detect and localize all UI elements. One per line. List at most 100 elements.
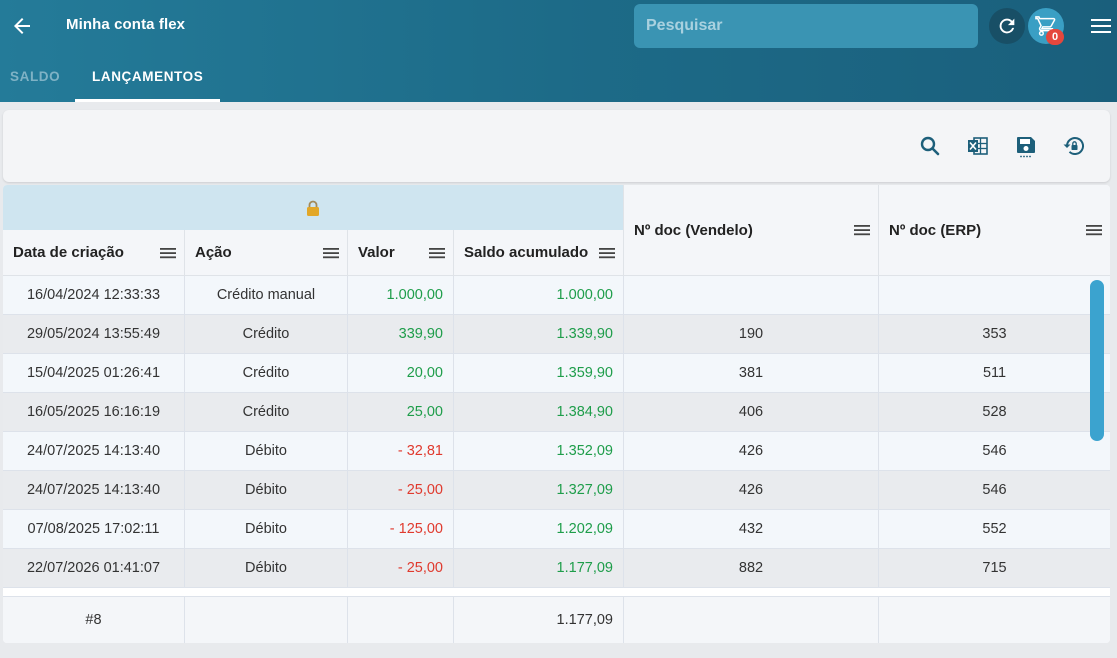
cell-data-criacao: 07/08/2025 17:02:11 xyxy=(3,510,185,548)
column-menu-icon[interactable] xyxy=(429,247,445,259)
restore-icon[interactable] xyxy=(1062,134,1086,158)
footer-saldo-total: 1.177,09 xyxy=(454,597,624,643)
cell-valor: - 25,00 xyxy=(348,549,454,587)
lock-icon[interactable] xyxy=(306,200,320,216)
column-menu-icon[interactable] xyxy=(599,247,615,259)
column-menu-icon[interactable] xyxy=(1086,224,1102,236)
cell-doc-erp: 511 xyxy=(982,365,1007,381)
vertical-scrollbar[interactable] xyxy=(1090,280,1104,441)
excel-export-icon[interactable] xyxy=(966,134,990,158)
refresh-button[interactable] xyxy=(989,8,1025,44)
table-row[interactable]: 15/04/2025 01:26:41 Crédito 20,00 1.359,90 3… xyxy=(3,354,1110,393)
cell-valor: 20,00 xyxy=(348,354,454,392)
table-row[interactable]: 07/08/2025 17:02:11 Débito - 125,00 1.202,0… xyxy=(3,510,1110,549)
cell-doc-vendelo: 190 xyxy=(624,315,879,353)
column-label: Data de criação xyxy=(13,244,124,261)
column-menu-icon[interactable] xyxy=(323,247,339,259)
column-label: Saldo acumulado xyxy=(464,244,589,261)
page-title: Minha conta flex xyxy=(66,16,186,33)
footer-count: #8 xyxy=(3,597,185,643)
column-header-saldo-acumulado[interactable]: Saldo acumulado xyxy=(454,230,624,276)
column-header-doc-erp[interactable]: Nº doc (ERP) xyxy=(879,185,1110,276)
footer-cell xyxy=(185,597,348,643)
cell-data-criacao: 24/07/2025 14:13:40 xyxy=(3,432,185,470)
footer-cell xyxy=(348,597,454,643)
table-row[interactable]: 24/07/2025 14:13:40 Débito - 25,00 1.327,09… xyxy=(3,471,1110,510)
column-menu-icon[interactable] xyxy=(160,247,176,259)
cell-acao: Débito xyxy=(185,432,348,470)
table-row[interactable]: 24/07/2025 14:13:40 Débito - 32,81 1.352,09… xyxy=(3,432,1110,471)
tab-lancamentos[interactable]: LANÇAMENTOS xyxy=(92,69,204,84)
lancamentos-grid: Data de criação Ação Valor Saldo acumula… xyxy=(3,185,1110,643)
cell-acao: Crédito manual xyxy=(185,276,348,314)
column-header-valor[interactable]: Valor xyxy=(348,230,454,276)
cell-doc-erp: 546 xyxy=(982,443,1007,459)
cell-doc-vendelo: 406 xyxy=(624,393,879,431)
table-row[interactable]: 22/07/2026 01:41:07 Débito - 25,00 1.177,09… xyxy=(3,549,1110,588)
column-label: Nº doc (ERP) xyxy=(889,222,982,239)
cell-valor: - 25,00 xyxy=(348,471,454,509)
cell-acao: Crédito xyxy=(185,393,348,431)
column-menu-icon[interactable] xyxy=(854,224,870,236)
cell-saldo-acumulado: 1.327,09 xyxy=(454,471,624,509)
tab-saldo[interactable]: SALDO xyxy=(10,69,61,84)
cell-doc-vendelo: 426 xyxy=(624,471,879,509)
cell-doc-vendelo: 426 xyxy=(624,432,879,470)
cell-doc-erp: 353 xyxy=(982,326,1007,342)
cell-doc-vendelo: 381 xyxy=(624,354,879,392)
search-input[interactable] xyxy=(634,4,978,48)
column-label: Valor xyxy=(358,244,395,261)
cell-data-criacao: 24/07/2025 14:13:40 xyxy=(3,471,185,509)
cell-data-criacao: 16/05/2025 16:16:19 xyxy=(3,393,185,431)
back-arrow-icon[interactable] xyxy=(10,14,34,38)
pinned-columns-header xyxy=(3,185,624,230)
cell-saldo-acumulado: 1.202,09 xyxy=(454,510,624,548)
cell-doc-erp xyxy=(879,276,1110,314)
search-icon[interactable] xyxy=(918,134,942,158)
cell-data-criacao: 22/07/2026 01:41:07 xyxy=(3,549,185,587)
grid-footer: #8 1.177,09 xyxy=(3,596,1110,643)
cell-data-criacao: 16/04/2024 12:33:33 xyxy=(3,276,185,314)
cell-acao: Crédito xyxy=(185,315,348,353)
footer-cell xyxy=(624,597,879,643)
cell-valor: 25,00 xyxy=(348,393,454,431)
cell-acao: Débito xyxy=(185,471,348,509)
cell-doc-vendelo: 432 xyxy=(624,510,879,548)
column-header-acao[interactable]: Ação xyxy=(185,230,348,276)
cell-acao: Débito xyxy=(185,510,348,548)
cell-valor: 1.000,00 xyxy=(348,276,454,314)
cell-doc-erp: 528 xyxy=(982,404,1007,420)
column-label: Nº doc (Vendelo) xyxy=(634,222,753,239)
cell-doc-vendelo: 882 xyxy=(624,549,879,587)
cell-valor: - 32,81 xyxy=(348,432,454,470)
cell-saldo-acumulado: 1.000,00 xyxy=(454,276,624,314)
cell-doc-erp: 552 xyxy=(982,521,1007,537)
cell-doc-erp: 546 xyxy=(982,482,1007,498)
table-row[interactable]: 16/04/2024 12:33:33 Crédito manual 1.000,0… xyxy=(3,276,1110,315)
cell-data-criacao: 29/05/2024 13:55:49 xyxy=(3,315,185,353)
cell-acao: Crédito xyxy=(185,354,348,392)
cell-valor: 339,90 xyxy=(348,315,454,353)
app-bar: Minha conta flex 0 SALDO LANÇAMENTOS xyxy=(0,0,1117,102)
cell-doc-vendelo xyxy=(624,276,879,314)
column-header-doc-vendelo[interactable]: Nº doc (Vendelo) xyxy=(624,185,879,276)
column-header-data[interactable]: Data de criação xyxy=(3,230,185,276)
cell-valor: - 125,00 xyxy=(348,510,454,548)
cart-count-badge: 0 xyxy=(1046,29,1064,45)
cell-saldo-acumulado: 1.352,09 xyxy=(454,432,624,470)
cell-saldo-acumulado: 1.359,90 xyxy=(454,354,624,392)
grid-toolbar xyxy=(3,110,1110,182)
save-icon[interactable] xyxy=(1014,134,1038,158)
cell-doc-erp: 715 xyxy=(982,560,1007,576)
cell-saldo-acumulado: 1.339,90 xyxy=(454,315,624,353)
hamburger-menu-icon[interactable] xyxy=(1091,17,1111,35)
refresh-icon xyxy=(999,18,1015,34)
cell-saldo-acumulado: 1.177,09 xyxy=(454,549,624,587)
cell-data-criacao: 15/04/2025 01:26:41 xyxy=(3,354,185,392)
active-tab-indicator xyxy=(75,99,220,102)
table-row[interactable]: 29/05/2024 13:55:49 Crédito 339,90 1.339,90… xyxy=(3,315,1110,354)
cell-acao: Débito xyxy=(185,549,348,587)
column-label: Ação xyxy=(195,244,232,261)
table-row[interactable]: 16/05/2025 16:16:19 Crédito 25,00 1.384,90 4… xyxy=(3,393,1110,432)
cell-saldo-acumulado: 1.384,90 xyxy=(454,393,624,431)
